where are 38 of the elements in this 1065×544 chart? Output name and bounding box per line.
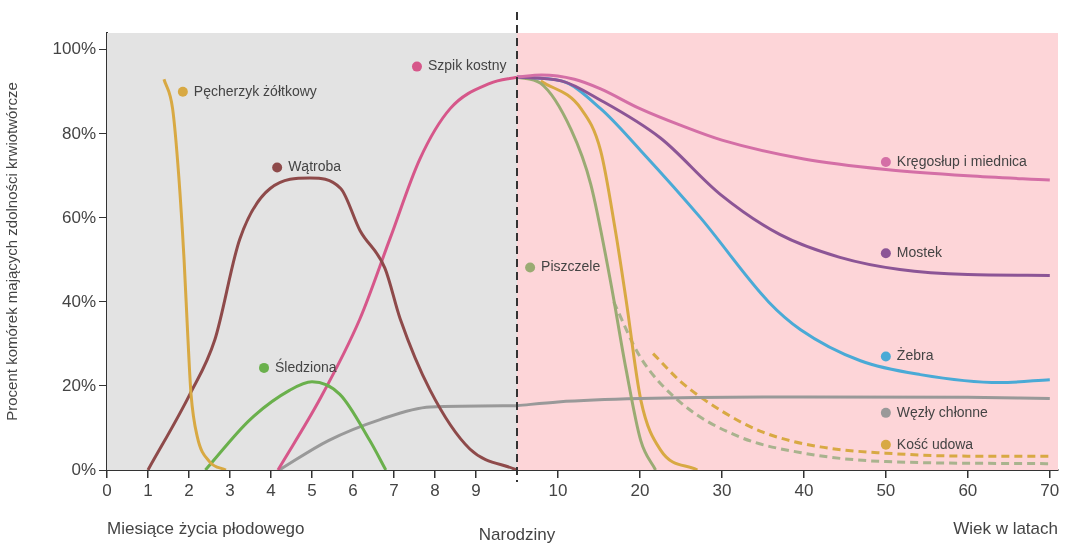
annotation: Węzły chłonne [896,403,989,420]
line-series [203,380,388,470]
x-tick-label: 70 [1040,480,1060,500]
annotation: Kość udowa [896,435,974,452]
x-tick-label: 7 [389,480,399,500]
y-tick-label: 20% [61,375,96,395]
annotation: Śledziona [275,357,337,375]
x-tick-label: 4 [266,480,276,500]
x-tick-label: 3 [225,480,235,500]
annotation: Szpik kostny [427,57,507,74]
annotation: Żebra [896,346,934,364]
x-tick-label: 2 [184,480,194,500]
y-tick-label: 60% [61,207,96,227]
x-tick-label: 20 [630,480,650,500]
annotation: Kręgosłup i miednica [896,152,1028,169]
y-tick-label: 100% [52,39,96,59]
x-tick-label: 8 [430,480,440,500]
y-axis-title: Procent komórek mających zdolności krwiotwórcze [3,82,21,421]
x-tick-label: 40 [794,480,814,500]
annotation: Pęcherzyk żółtkowy [193,82,317,99]
y-tick-label: 0% [71,459,96,479]
ref-line-label: Narodziny [478,525,556,544]
x-tick-label: 0 [102,480,112,500]
y-tick-label: 80% [61,123,96,143]
y-tick-label: 40% [61,291,96,311]
annotation: Mostek [896,244,943,261]
annotation: Piszczele [541,258,601,275]
x-tick-label: 50 [876,480,896,500]
x-axis-title: Wiek w latach [953,519,1058,539]
x-tick-label: 9 [471,480,481,500]
x-tick-label: 10 [548,480,568,500]
annotation: Wątroba [288,158,342,175]
x-tick-label: 1 [143,480,153,500]
x-axis-title: Miesiące życia płodowego [107,519,305,539]
x-tick-label: 30 [712,480,732,500]
x-tick-label: 5 [307,480,317,500]
x-tick-label: 6 [348,480,358,500]
x-tick-label: 60 [958,480,978,500]
